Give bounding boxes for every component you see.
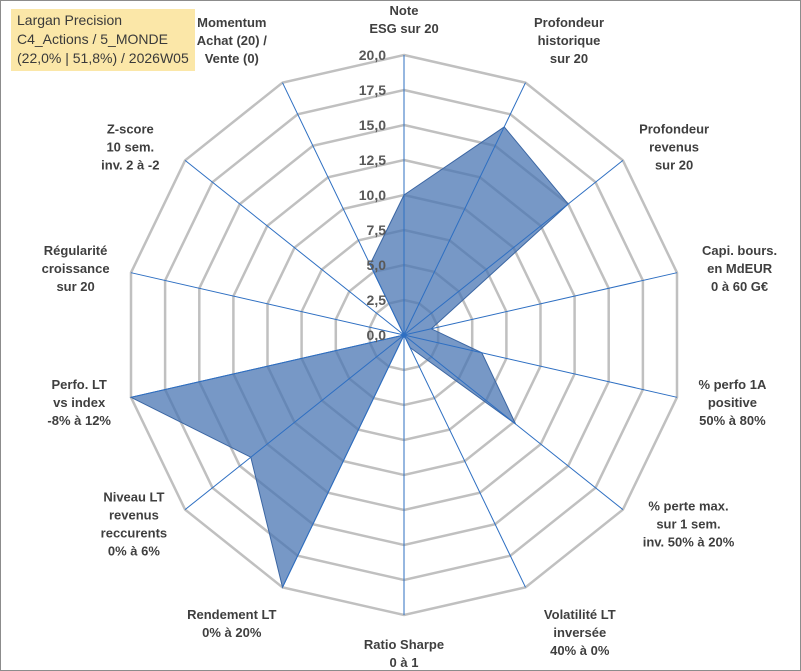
axis-label-7-line-1: 0 à 1: [390, 655, 419, 670]
axis-label-4-line-0: % perfo 1A: [698, 377, 767, 392]
r-tick-label-5: 12,5: [359, 152, 386, 168]
chart-title-line-1: Largan Precision: [17, 12, 123, 28]
axis-label-9-line-0: Niveau LT: [103, 489, 164, 504]
spoke-11: [130, 272, 405, 336]
axis-label-4-line-2: 50% à 80%: [699, 413, 766, 428]
axis-label-5-line-2: inv. 50% à 20%: [643, 534, 735, 549]
axis-label-0-line-0: Note: [390, 3, 419, 18]
axis-label-1-line-1: historique: [538, 33, 601, 48]
axis-label-8-line-0: Rendement LT: [187, 607, 276, 622]
axis-label-13-line-1: Achat (20) /: [197, 33, 267, 48]
axis-label-10-line-2: -8% à 12%: [47, 413, 111, 428]
axis-label-0-line-1: ESG sur 20: [369, 21, 438, 36]
spoke-6: [403, 334, 526, 588]
axis-label-3: Capi. bours. en MdEUR 0 à 60 G€: [702, 243, 777, 294]
axis-label-4: % perfo 1A positive 50% à 80%: [698, 377, 767, 428]
axis-label-11-line-2: sur 20: [56, 279, 94, 294]
r-tick-label-8: 20,0: [359, 47, 386, 63]
axis-label-8: Rendement LT 0% à 20%: [187, 607, 276, 640]
axis-label-5: % perte max. sur 1 sem. inv. 50% à 20%: [643, 498, 735, 549]
spoke-10: [130, 334, 405, 398]
axis-label-6: Volatilité LT inversée 40% à 0%: [544, 607, 616, 658]
axis-label-4-line-1: positive: [708, 395, 757, 410]
axis-label-2-line-2: sur 20: [655, 158, 693, 173]
axis-label-13: Momentum Achat (20) / Vente (0): [197, 15, 267, 66]
axis-label-1: Profondeur historique sur 20: [534, 15, 604, 66]
r-tick-label-0: 0,0: [367, 327, 387, 343]
axis-label-11-line-1: croissance: [42, 261, 110, 276]
axis-label-5-line-1: sur 1 sem.: [656, 516, 720, 531]
spoke-4: [403, 334, 678, 398]
axis-label-12-line-1: 10 sem.: [106, 140, 154, 155]
axis-label-12-line-0: Z-score: [107, 122, 154, 137]
axis-label-3-line-0: Capi. bours.: [702, 243, 777, 258]
axis-label-13-line-0: Momentum: [197, 15, 266, 30]
axis-label-3-line-2: 0 à 60 G€: [711, 279, 768, 294]
spoke-9: [184, 334, 405, 510]
axis-label-3-line-1: en MdEUR: [707, 261, 773, 276]
axis-label-6-line-2: 40% à 0%: [550, 643, 610, 658]
spoke-2: [403, 160, 624, 336]
axis-label-12-line-2: inv. 2 à -2: [101, 158, 159, 173]
axis-label-2-line-0: Profondeur: [639, 122, 709, 137]
axis-label-10-line-1: vs index: [53, 395, 106, 410]
axis-label-10-line-0: Perfo. LT: [52, 377, 107, 392]
axis-label-2: Profondeur revenus sur 20: [639, 122, 709, 173]
r-tick-label-3: 7,5: [367, 222, 387, 238]
axis-label-9-line-3: 0% à 6%: [108, 543, 160, 558]
axis-label-0: Note ESG sur 20: [369, 3, 438, 36]
axis-label-11: Régularité croissance sur 20: [42, 243, 110, 294]
axis-label-7: Ratio Sharpe 0 à 1: [364, 637, 444, 670]
axis-label-9-line-2: reccurents: [101, 525, 167, 540]
r-tick-label-7: 17,5: [359, 82, 386, 98]
axis-label-7-line-0: Ratio Sharpe: [364, 637, 444, 652]
axis-label-12: Z-score 10 sem. inv. 2 à -2: [101, 122, 159, 173]
axis-label-9: Niveau LT revenus reccurents 0% à 6%: [101, 489, 167, 558]
axis-label-1-line-2: sur 20: [550, 51, 588, 66]
chart-title-box: Largan Precision C4_Actions / 5_MONDE (2…: [11, 9, 195, 71]
spoke-3: [403, 272, 678, 336]
spoke-12: [184, 160, 405, 336]
spoke-8: [282, 334, 405, 588]
r-tick-label-6: 15,0: [359, 117, 386, 133]
r-tick-label-1: 2,5: [367, 292, 387, 308]
axis-label-11-line-0: Régularité: [44, 243, 108, 258]
chart-title-line-2: C4_Actions / 5_MONDE: [17, 31, 168, 47]
axis-label-2-line-1: revenus: [649, 140, 699, 155]
axis-label-6-line-0: Volatilité LT: [544, 607, 616, 622]
axis-label-6-line-1: inversée: [553, 625, 606, 640]
axis-label-10: Perfo. LT vs index -8% à 12%: [47, 377, 111, 428]
spoke-1: [403, 82, 526, 336]
axis-label-1-line-0: Profondeur: [534, 15, 604, 30]
axis-label-9-line-1: revenus: [109, 507, 159, 522]
axis-label-8-line-1: 0% à 20%: [202, 625, 262, 640]
r-tick-label-2: 5,0: [367, 257, 387, 273]
axis-label-13-line-2: Vente (0): [205, 51, 259, 66]
axis-label-5-line-0: % perte max.: [648, 498, 728, 513]
spoke-5: [403, 334, 624, 510]
chart-title-line-3: (22,0% | 51,8%) / 2026W05: [17, 50, 189, 66]
spoke-13: [282, 82, 405, 336]
r-tick-label-4: 10,0: [359, 187, 386, 203]
